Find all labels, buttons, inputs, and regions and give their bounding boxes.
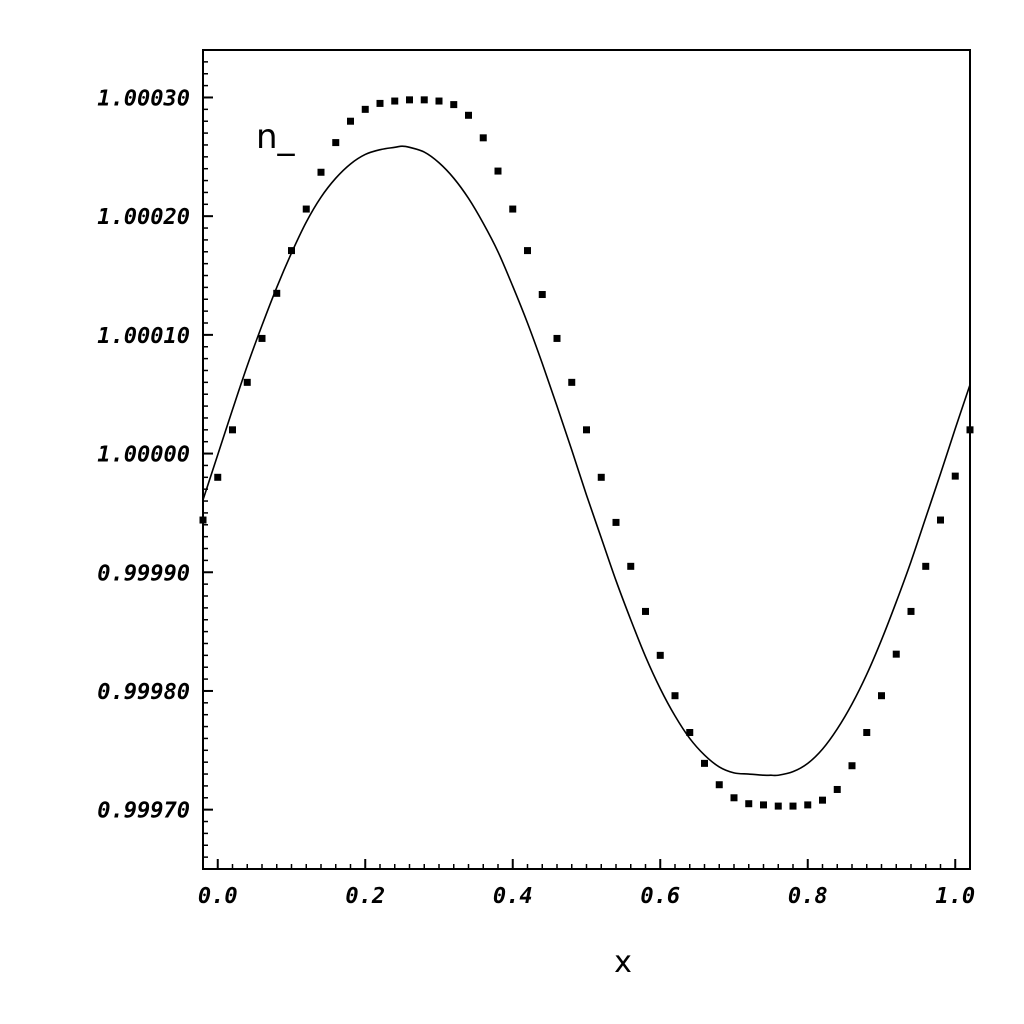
x-tick-label: 0.8 xyxy=(788,884,828,909)
x-axis-title: x xyxy=(614,945,632,980)
x-tick-label: 0.0 xyxy=(198,884,238,909)
data-point xyxy=(642,607,649,615)
y-axis: 0.99970 0.99980 0.99990 1.00000 1.00010 1.000… xyxy=(97,86,213,824)
data-point xyxy=(376,99,384,107)
data-point xyxy=(435,97,443,105)
data-point xyxy=(347,117,354,125)
data-point xyxy=(361,105,369,113)
data-point xyxy=(258,334,266,342)
data-point xyxy=(701,759,708,767)
data-point xyxy=(465,111,472,119)
data-point xyxy=(671,692,679,700)
data-point xyxy=(420,96,428,104)
data-point xyxy=(288,247,295,255)
data-point xyxy=(686,729,694,736)
data-point xyxy=(391,97,399,105)
data-point xyxy=(273,289,281,297)
data-point xyxy=(878,692,885,700)
data-point xyxy=(907,607,915,615)
data-point xyxy=(243,378,251,386)
data-point xyxy=(819,796,826,804)
x-tick-label: 0.4 xyxy=(493,884,533,909)
data-point xyxy=(229,426,236,434)
y-tick-label: 0.99980 xyxy=(97,680,190,705)
data-point xyxy=(214,473,222,481)
data-point xyxy=(450,101,458,109)
data-point xyxy=(745,800,753,808)
series-annotation: n_ xyxy=(256,117,296,157)
data-point xyxy=(538,291,546,299)
data-point xyxy=(597,473,605,481)
data-point xyxy=(612,518,620,526)
y-tick-label: 1.00000 xyxy=(97,443,190,468)
data-point xyxy=(892,650,900,658)
data-point xyxy=(583,426,590,434)
data-point xyxy=(804,801,812,809)
data-point xyxy=(922,562,930,570)
y-tick-label: 1.00020 xyxy=(97,205,190,230)
y-tick-label: 1.00030 xyxy=(97,86,190,111)
data-point xyxy=(848,762,856,770)
y-tick-label: 0.99990 xyxy=(97,561,190,586)
data-point xyxy=(317,168,325,176)
data-point xyxy=(302,205,310,213)
x-tick-label: 1.0 xyxy=(935,884,975,909)
data-point xyxy=(715,781,723,789)
data-point xyxy=(568,378,576,386)
data-point xyxy=(406,96,413,104)
data-point xyxy=(730,794,738,802)
data-point xyxy=(332,139,340,147)
data-point xyxy=(494,167,502,175)
data-point xyxy=(627,562,635,570)
data-point xyxy=(199,516,207,524)
data-point xyxy=(509,205,517,213)
series-line-solid xyxy=(202,145,971,777)
data-point xyxy=(656,651,664,659)
data-point xyxy=(479,134,487,142)
x-axis: 0.0 0.2 0.4 0.6 0.8 1.0 xyxy=(198,859,975,909)
x-tick-label: 0.2 xyxy=(345,884,385,909)
data-point xyxy=(951,472,959,480)
data-point xyxy=(863,729,871,736)
data-point xyxy=(937,516,944,524)
x-tick-label: 0.6 xyxy=(640,884,680,909)
data-point xyxy=(524,247,531,255)
data-point xyxy=(553,334,561,342)
series-lines xyxy=(202,145,971,777)
x-axis-minor-ticks xyxy=(202,864,956,869)
y-tick-label: 1.00010 xyxy=(97,324,190,349)
data-point xyxy=(966,426,974,434)
y-axis-minor-ticks xyxy=(203,61,208,858)
series-points xyxy=(199,96,974,810)
data-point xyxy=(833,785,841,793)
y-tick-label: 0.99970 xyxy=(97,799,190,824)
data-point xyxy=(789,802,797,810)
data-point xyxy=(774,802,782,810)
data-point xyxy=(760,801,767,809)
